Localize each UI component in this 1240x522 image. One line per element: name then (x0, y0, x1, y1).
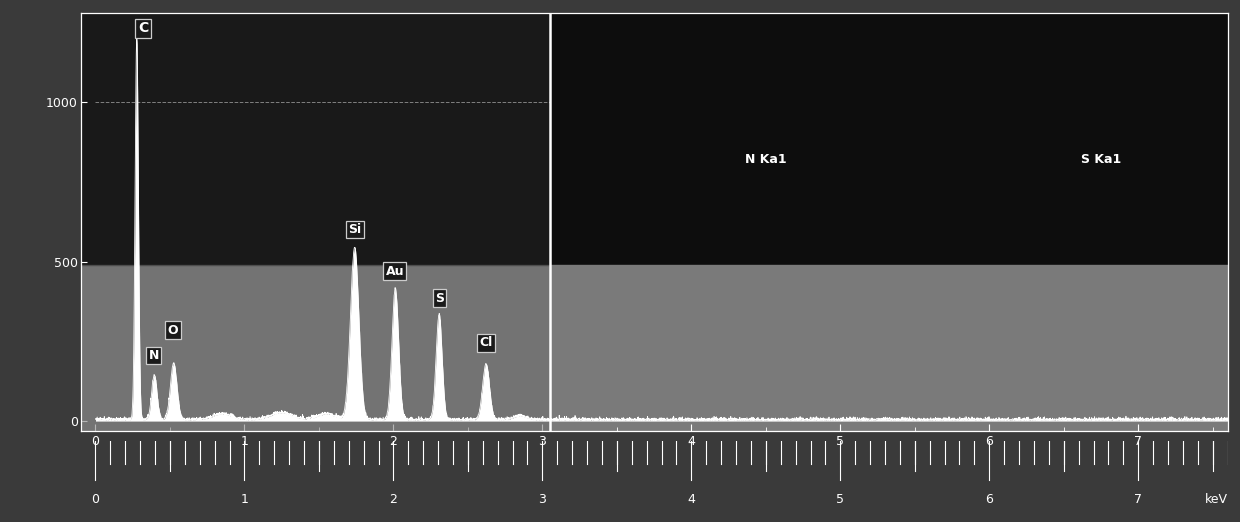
Text: 5: 5 (836, 493, 844, 506)
Text: Au: Au (386, 265, 404, 278)
Text: 7: 7 (1135, 493, 1142, 506)
Text: N: N (149, 349, 159, 362)
Text: C: C (138, 21, 149, 35)
Text: 3: 3 (538, 493, 547, 506)
Text: O: O (167, 324, 179, 337)
Text: 4: 4 (687, 493, 696, 506)
Bar (81, 13, 549, 265)
Text: Si: Si (348, 223, 361, 236)
Text: 6: 6 (986, 493, 993, 506)
Bar (81, 265, 549, 431)
Text: 1: 1 (241, 493, 248, 506)
Text: 0: 0 (92, 493, 99, 506)
Bar (549, 265, 1228, 431)
Text: Cl: Cl (479, 336, 492, 349)
Text: S: S (435, 292, 444, 305)
Bar (549, 13, 1228, 265)
Bar (81, 265, 1228, 431)
Text: 2: 2 (389, 493, 397, 506)
Text: N Ka1: N Ka1 (745, 153, 786, 166)
Text: keV: keV (1205, 493, 1229, 506)
Text: S Ka1: S Ka1 (1081, 153, 1121, 166)
